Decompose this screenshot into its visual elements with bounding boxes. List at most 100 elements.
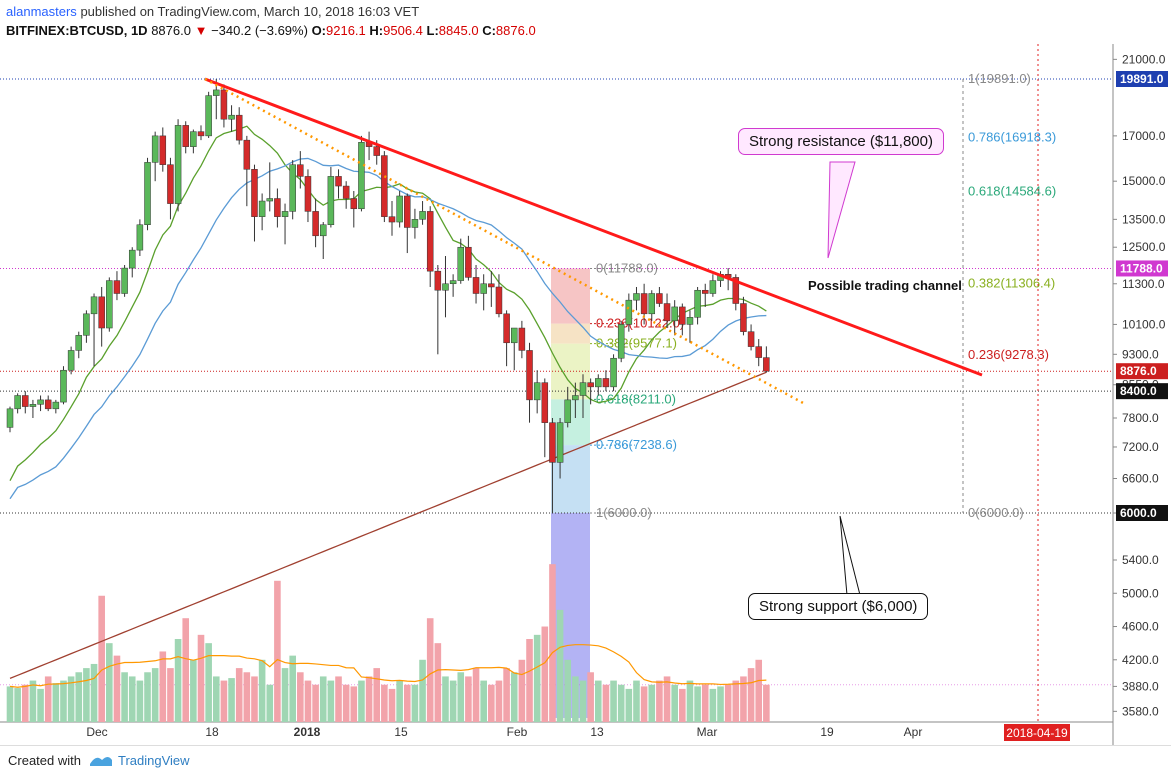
volume-bar (274, 580, 281, 722)
candle-body (465, 246, 472, 278)
candle-body (121, 267, 128, 294)
volume-bar (526, 639, 533, 722)
candle-body (740, 303, 747, 332)
candle (266, 162, 274, 212)
candle (572, 382, 579, 418)
candle-body (297, 164, 304, 177)
volume-bar (90, 663, 98, 722)
candle (388, 201, 396, 236)
candle-body (564, 399, 571, 423)
candle-body (113, 280, 121, 294)
candle (701, 283, 709, 307)
candle-body (235, 114, 243, 141)
change-arrow-icon: ▼ (194, 23, 208, 38)
candle-body (52, 401, 60, 410)
ma-20-line (9, 125, 767, 481)
candle (235, 107, 243, 145)
candle-body (709, 280, 717, 294)
candle-body (579, 382, 587, 396)
fib-right-label: 0(6000.0) (968, 505, 1024, 520)
volume-bar (220, 680, 228, 722)
volume-bar (755, 659, 763, 722)
volume-bar (434, 643, 442, 722)
candle-body (472, 277, 480, 294)
candle (75, 331, 83, 359)
volume-bar (732, 680, 740, 722)
candle-body (144, 162, 151, 226)
volume-bar (373, 668, 381, 722)
volume-bar (304, 680, 312, 722)
high-value: 9506.4 (383, 23, 423, 38)
candle (694, 286, 701, 325)
support-callout[interactable]: Strong support ($6,000) (748, 593, 929, 620)
price-tick-label: 7200.0 (1122, 440, 1159, 454)
candle (6, 406, 14, 433)
candle-body (732, 277, 740, 304)
future-date-box (1004, 724, 1070, 741)
candle (358, 135, 365, 212)
candle-body (526, 350, 533, 401)
volume-bar (29, 680, 37, 722)
candle (495, 274, 503, 318)
candle (671, 300, 678, 336)
resistance-callout-pointer (827, 161, 856, 259)
ma-50-line (9, 157, 767, 500)
candle (258, 193, 266, 231)
volume-bar (686, 680, 694, 722)
candle-body (312, 211, 319, 237)
candle-body (701, 289, 709, 294)
candle (541, 378, 549, 458)
candle-body (442, 283, 449, 291)
volume-bar (763, 684, 770, 722)
price-tick-label: 7800.0 (1122, 411, 1159, 425)
volume-bar (541, 626, 549, 722)
author-link[interactable]: alanmasters (6, 4, 77, 19)
tradingview-link[interactable]: TradingView (118, 753, 190, 768)
price-tag-label: 8876.0 (1120, 364, 1157, 378)
price-chart[interactable]: 1(19891.0) 0.786(16918.3) 0.618(14584.6) 0.… (0, 0, 1171, 745)
candle-body (495, 286, 503, 315)
candle-body (480, 283, 487, 294)
candle-body (411, 219, 419, 228)
footer: Created with TradingView (0, 745, 1171, 777)
candle (434, 265, 442, 355)
candle-body (90, 296, 98, 315)
candle (686, 310, 694, 343)
candle-body (610, 357, 617, 388)
candle (648, 290, 656, 321)
candle (29, 399, 37, 418)
volume-bar (426, 618, 434, 722)
candle (533, 370, 541, 414)
volume-bar (67, 676, 75, 722)
candle (381, 151, 388, 223)
resistance-callout[interactable]: Strong resistance ($11,800) (738, 128, 944, 155)
price-tick-label: 4200.0 (1122, 653, 1159, 667)
volume-bar (205, 643, 212, 722)
candle (182, 121, 189, 154)
volume-bar (396, 680, 403, 722)
candle (480, 274, 487, 311)
candle-body (281, 211, 289, 217)
fib-right-label: 0.618(14584.6) (968, 183, 1056, 198)
candle (98, 286, 105, 347)
volume-bar (564, 659, 572, 722)
candle-body (587, 382, 594, 388)
candle (281, 203, 289, 245)
volume-bar (449, 680, 457, 722)
volume-bar (121, 672, 128, 722)
candle-body (106, 280, 113, 329)
candle (167, 157, 174, 220)
candle (526, 342, 533, 423)
candle (679, 303, 686, 336)
candle (37, 395, 44, 412)
candle-body (686, 317, 694, 325)
candle (411, 208, 419, 239)
volume-bar (144, 672, 151, 722)
candle-body (60, 369, 67, 403)
fib-right-label: 0.382(11306.4) (968, 276, 1055, 291)
candle-body (319, 224, 327, 237)
candle (297, 151, 304, 189)
candle-body (22, 395, 29, 407)
price-tag-box (1116, 71, 1168, 87)
volume-bar (602, 684, 610, 722)
